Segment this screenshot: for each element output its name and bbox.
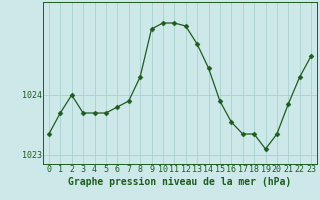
X-axis label: Graphe pression niveau de la mer (hPa): Graphe pression niveau de la mer (hPa)	[68, 177, 292, 187]
